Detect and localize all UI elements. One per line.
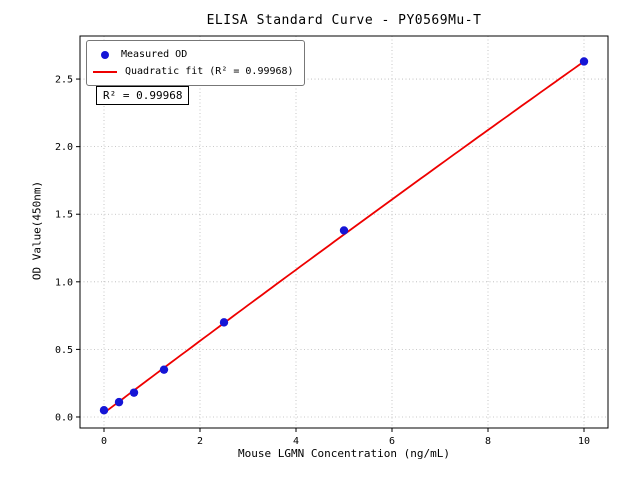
data-point xyxy=(579,57,589,66)
data-point xyxy=(129,388,139,397)
legend-line-swatch xyxy=(93,70,117,73)
y-tick-label: 0.5 xyxy=(55,345,73,356)
y-tick-label: 2.5 xyxy=(55,75,73,86)
data-point xyxy=(219,318,229,327)
y-tick-label: 2.0 xyxy=(55,142,73,153)
x-tick-label: 6 xyxy=(389,436,395,447)
legend: Measured OD Quadratic fit (R² = 0.99968) xyxy=(86,40,305,86)
data-point xyxy=(114,397,124,407)
x-tick-label: 0 xyxy=(101,436,107,447)
fit-line xyxy=(103,60,585,414)
x-axis-label: Mouse LGMN Concentration (ng/mL) xyxy=(238,447,450,460)
y-tick-label: 1.0 xyxy=(55,277,73,288)
x-tick-label: 8 xyxy=(485,436,491,447)
y-tick-label: 0.0 xyxy=(55,412,73,423)
data-point xyxy=(99,406,109,415)
x-tick-label: 10 xyxy=(578,436,590,447)
y-tick-label: 1.5 xyxy=(55,210,73,221)
x-tick-label: 2 xyxy=(197,436,203,447)
r-squared-annotation: R² = 0.99968 xyxy=(96,86,190,105)
data-point xyxy=(159,365,169,374)
y-axis-label: OD Value(450nm) xyxy=(30,180,44,281)
chart-title: ELISA Standard Curve - PY0569Mu-T xyxy=(206,13,482,28)
legend-dot-swatch xyxy=(101,50,109,59)
data-point xyxy=(339,226,349,235)
plot-frame xyxy=(79,35,609,429)
legend-item-quadratic-fit: Quadratic fit (R² = 0.99968) xyxy=(93,63,294,80)
legend-label-measured-od: Measured OD xyxy=(121,49,188,60)
legend-label-quadratic-fit: Quadratic fit (R² = 0.99968) xyxy=(125,66,294,77)
x-tick-label: 4 xyxy=(293,436,299,447)
legend-item-measured-od: Measured OD xyxy=(93,46,294,63)
